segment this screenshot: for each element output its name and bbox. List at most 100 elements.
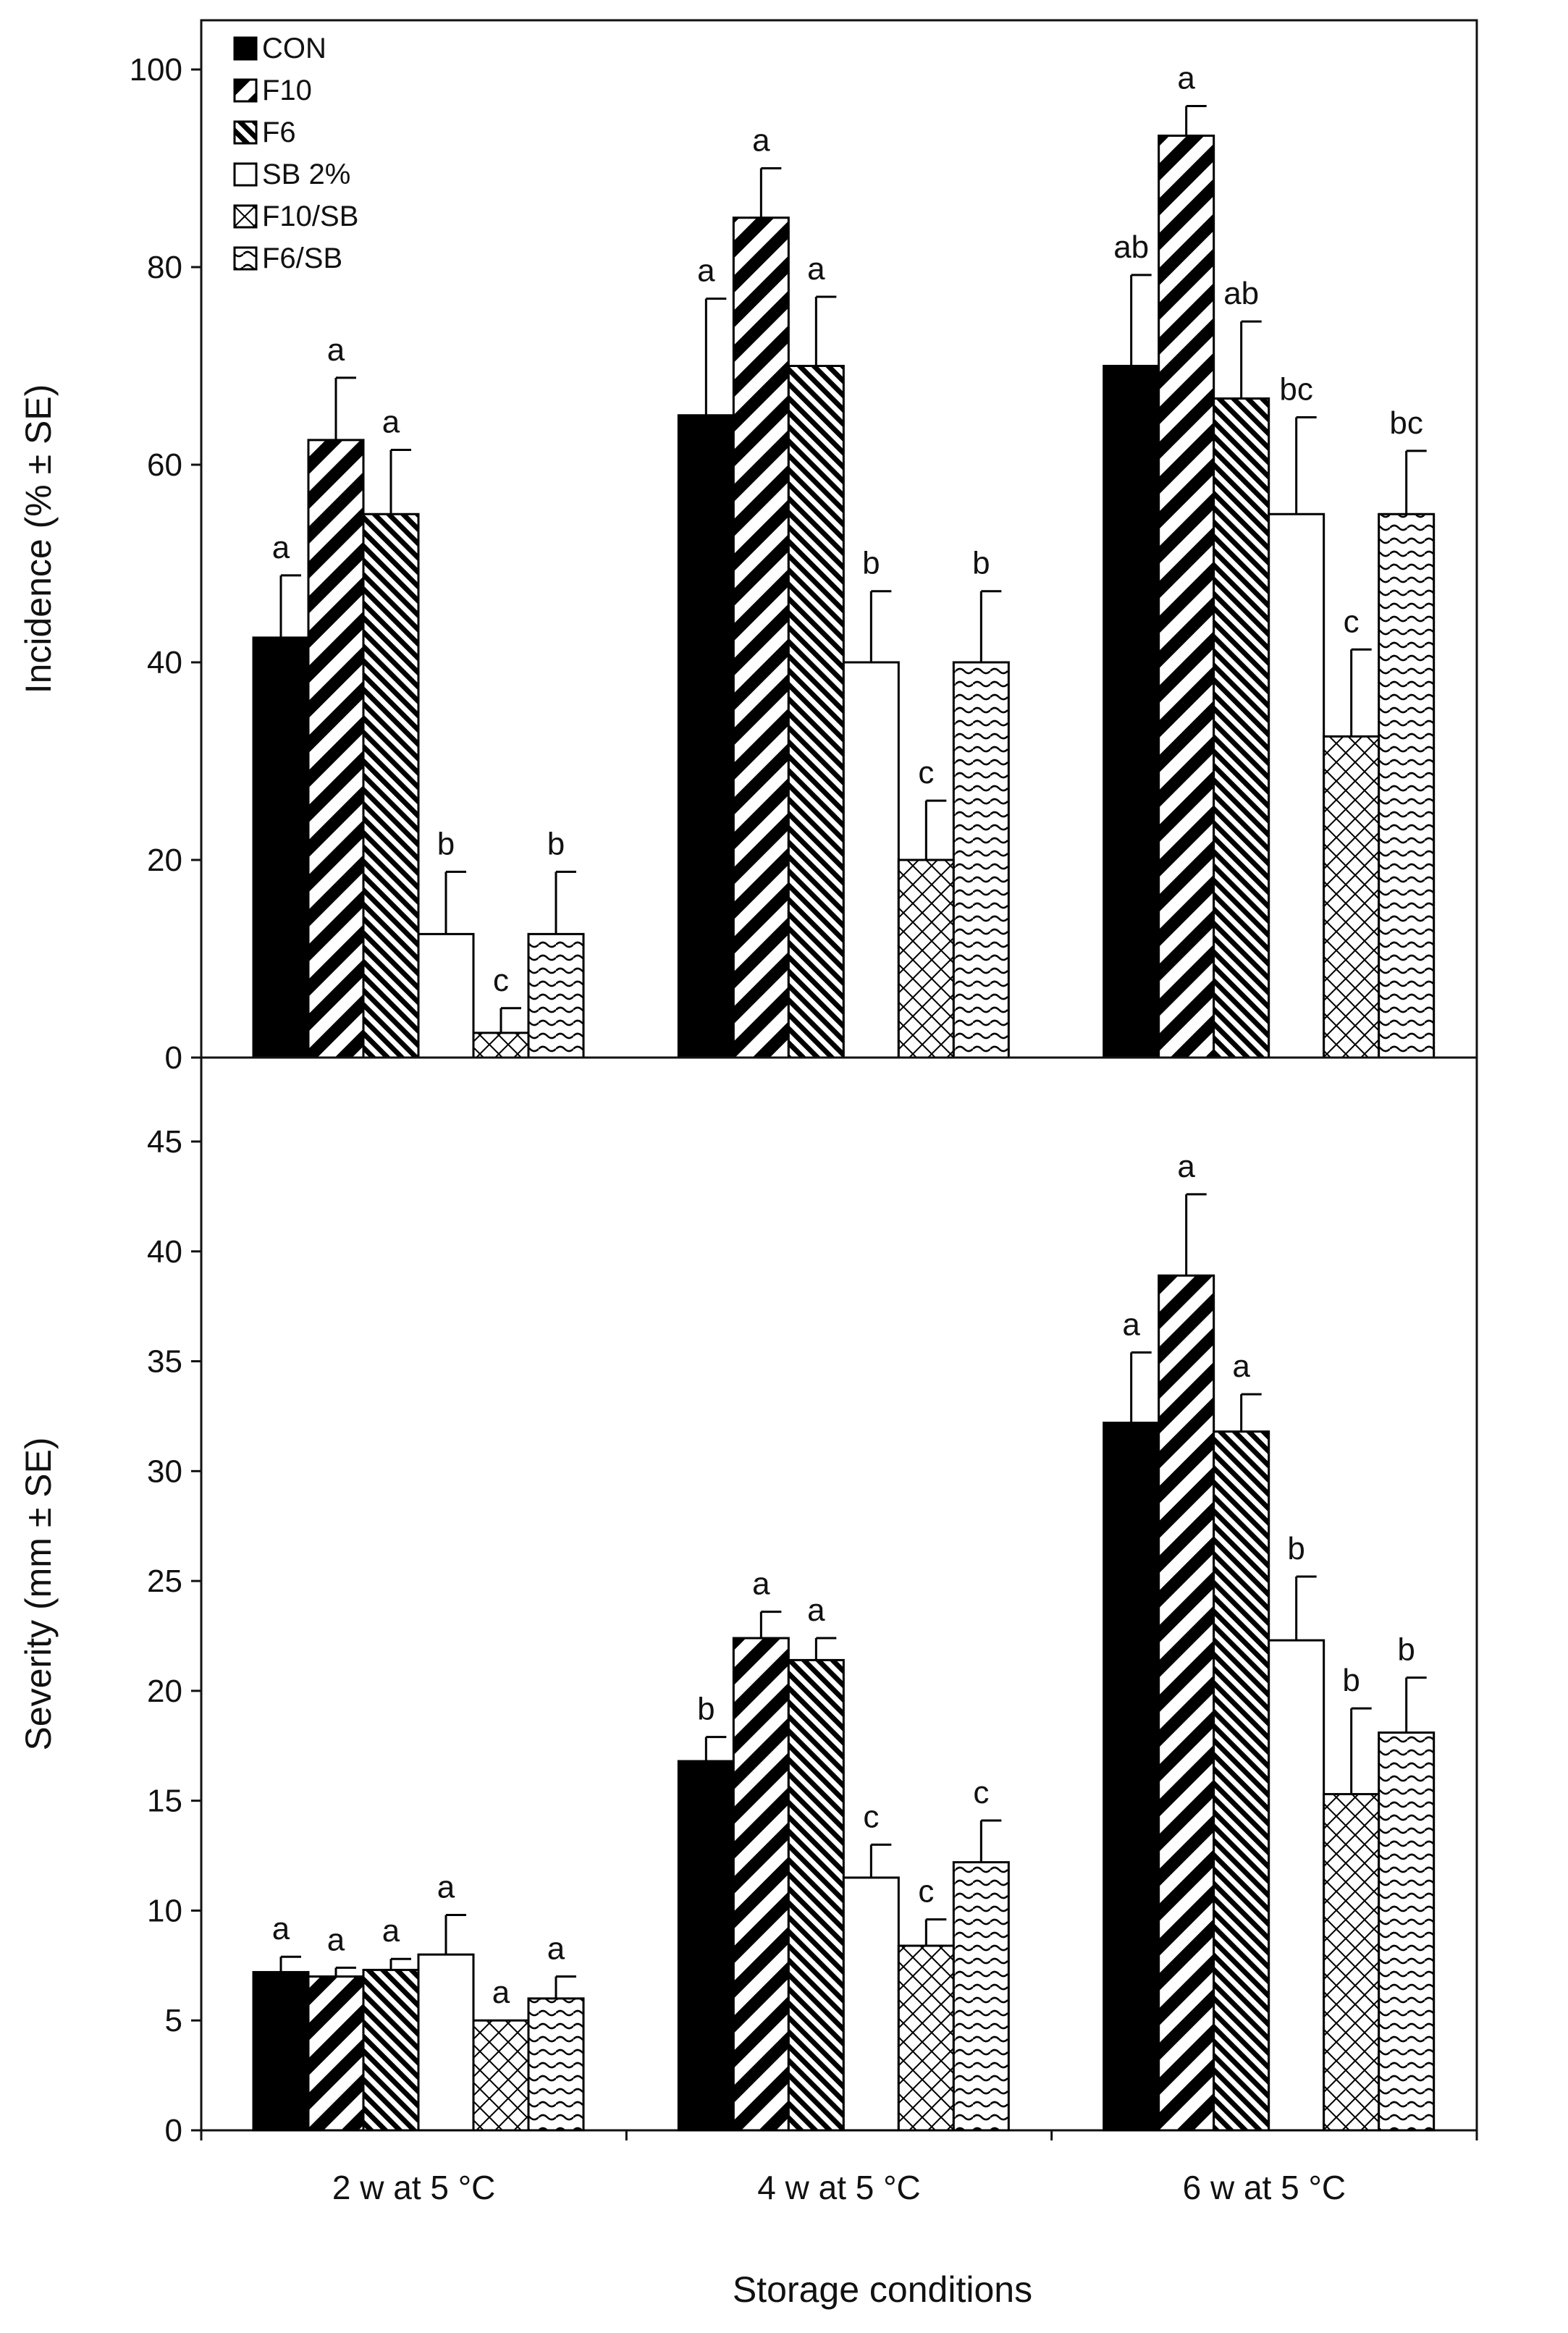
- bar-sb-2-: [1268, 1639, 1325, 2132]
- significance-letter: a: [1177, 61, 1195, 96]
- y-tick-label: 30: [147, 1454, 182, 1489]
- bar-con: [1103, 365, 1160, 1059]
- significance-letter: b: [1342, 1663, 1360, 1698]
- legend-swatch-f6: [233, 120, 258, 145]
- y-tick-label: 0: [165, 1040, 182, 1076]
- significance-letter: b: [437, 826, 455, 861]
- significance-letter: a: [807, 1592, 825, 1628]
- bar-f10-sb: [897, 858, 955, 1059]
- bar-f10-sb: [472, 1032, 530, 1059]
- bar-f6-sb: [527, 1997, 585, 2132]
- significance-letter: b: [862, 546, 880, 581]
- legend-swatch-con: [233, 36, 258, 61]
- y-tick-label: 80: [147, 250, 182, 285]
- y-axis-title: Severity (mm ± SE): [18, 1437, 59, 1750]
- significance-letter: a: [807, 251, 825, 287]
- bar-f6: [362, 1968, 420, 2132]
- significance-letter: a: [1232, 1349, 1250, 1384]
- bar-f10: [732, 1637, 790, 2132]
- y-tick-label: 10: [147, 1893, 182, 1928]
- y-tick-label: 25: [147, 1564, 182, 1599]
- significance-letter: a: [492, 1975, 510, 2010]
- bar-f6: [787, 1658, 845, 2132]
- significance-letter: a: [547, 1931, 565, 1967]
- legend-swatch-f10-sb: [233, 204, 258, 229]
- legend-label: F6/SB: [262, 242, 342, 274]
- bar-f10: [732, 216, 790, 1059]
- significance-letter: a: [272, 1911, 290, 1946]
- significance-letter: b: [1397, 1632, 1415, 1668]
- y-tick-label: 45: [147, 1124, 182, 1160]
- significance-letter: c: [918, 1874, 934, 1910]
- significance-letter: c: [493, 963, 509, 998]
- y-tick-label: 0: [165, 2113, 182, 2148]
- category-label: 2 w at 5 °C: [332, 2169, 496, 2206]
- bar-con: [252, 1970, 310, 2132]
- y-tick-label: 15: [147, 1784, 182, 1819]
- significance-letter: a: [327, 1922, 345, 1957]
- legend-swatch-f6-sb: [233, 246, 258, 271]
- bar-f10: [307, 1975, 365, 2132]
- legend-swatch-sb-2-: [233, 162, 258, 187]
- bar-f6-sb: [952, 661, 1010, 1059]
- bar-con: [677, 1760, 735, 2132]
- bar-f10-sb: [1323, 1793, 1381, 2132]
- y-tick-label: 5: [165, 2003, 182, 2038]
- significance-letter: a: [1122, 1307, 1140, 1342]
- significance-letter: a: [272, 530, 290, 565]
- significance-letter: ab: [1223, 276, 1259, 311]
- bar-f6: [787, 365, 845, 1059]
- significance-letter: a: [437, 1870, 455, 1905]
- legend-label: F6: [262, 117, 296, 148]
- legend-label: CON: [262, 33, 326, 64]
- significance-letter: b: [697, 1692, 715, 1727]
- y-tick-label: 40: [147, 1234, 182, 1270]
- y-tick-label: 100: [130, 52, 182, 88]
- bar-f10-sb: [1323, 735, 1381, 1059]
- significance-letter: ab: [1113, 229, 1149, 265]
- y-axis-title: Incidence (% ± SE): [18, 384, 59, 694]
- bar-sb-2-: [842, 661, 900, 1059]
- significance-letter: a: [752, 123, 770, 159]
- y-tick-label: 20: [147, 1674, 182, 1709]
- significance-letter: b: [972, 546, 990, 581]
- bar-sb-2-: [417, 1953, 475, 2132]
- bar-f6-sb: [1378, 512, 1436, 1059]
- y-tick-label: 40: [147, 645, 182, 680]
- significance-letter: a: [327, 332, 345, 368]
- bar-con: [1103, 1422, 1160, 2132]
- significance-letter: c: [973, 1775, 989, 1810]
- y-tick-label: 35: [147, 1344, 182, 1380]
- y-tick-label: 20: [147, 843, 182, 878]
- significance-letter: c: [918, 755, 934, 790]
- bar-con: [677, 414, 735, 1059]
- significance-letter: bc: [1279, 371, 1312, 407]
- bar-f6: [1213, 397, 1270, 1059]
- legend-label: F10/SB: [262, 201, 358, 232]
- bar-f6-sb: [527, 932, 585, 1059]
- bar-f6: [362, 512, 420, 1059]
- bar-f10: [1158, 1274, 1215, 2132]
- category-label: 4 w at 5 °C: [757, 2169, 921, 2206]
- category-label: 6 w at 5 °C: [1183, 2169, 1346, 2206]
- bar-sb-2-: [417, 932, 475, 1059]
- significance-letter: c: [863, 1799, 879, 1834]
- bar-f6: [1213, 1430, 1270, 2132]
- y-tick-label: 60: [147, 447, 182, 483]
- significance-letter: a: [1177, 1149, 1195, 1184]
- legend-swatch-f10: [233, 78, 258, 103]
- significance-letter: c: [1344, 604, 1360, 639]
- bar-sb-2-: [842, 1876, 900, 2132]
- bar-f6-sb: [952, 1861, 1010, 2132]
- bar-f10: [307, 439, 365, 1059]
- significance-letter: a: [752, 1566, 770, 1602]
- bar-f10: [1158, 134, 1215, 1059]
- bar-con: [252, 636, 310, 1059]
- significance-letter: b: [1287, 1531, 1304, 1566]
- x-axis-title: Storage conditions: [733, 2269, 1032, 2310]
- bar-f10-sb: [472, 2019, 530, 2132]
- legend-label: SB 2%: [262, 159, 350, 190]
